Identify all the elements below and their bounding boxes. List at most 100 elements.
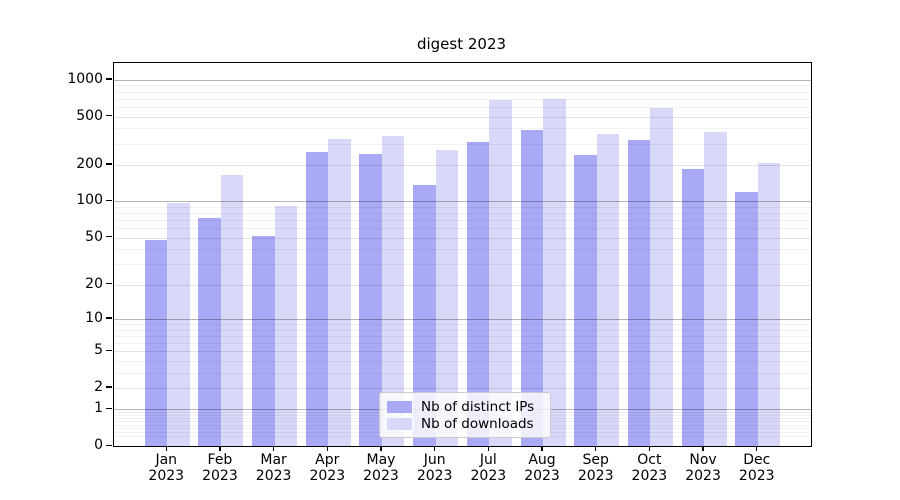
y-gridline — [114, 143, 811, 145]
bar-downloads-mar — [274, 205, 298, 446]
y-tick-label: 2 — [94, 378, 103, 395]
y-gridline — [114, 324, 811, 325]
x-tick-mark — [648, 446, 651, 452]
x-tick-mark — [541, 446, 543, 452]
y-tick-mark — [106, 78, 112, 80]
x-tick-label: Apr 2023 — [309, 452, 346, 484]
y-gridline — [114, 128, 811, 130]
y-tick-mark — [106, 236, 112, 238]
y-gridline — [114, 335, 811, 337]
y-tick-mark — [106, 349, 112, 351]
y-tick-mark — [106, 444, 112, 446]
y-tick-label: 500 — [76, 107, 103, 124]
y-gridline — [114, 106, 811, 108]
x-tick-mark — [434, 446, 436, 452]
x-tick-mark — [487, 446, 490, 452]
legend-label-distinct-ips: Nb of distinct IPs — [421, 398, 535, 415]
bar-downloads-may — [381, 136, 405, 446]
y-gridline — [114, 220, 811, 222]
x-tick-mark — [756, 446, 758, 452]
y-gridline — [114, 79, 811, 81]
x-tick-label: Mar 2023 — [255, 452, 292, 484]
y-gridline — [114, 237, 811, 239]
bar-distinct-ips-may — [359, 154, 382, 446]
y-tick-label: 50 — [85, 228, 103, 245]
y-tick-label: 200 — [76, 155, 103, 172]
y-gridline — [114, 284, 811, 286]
x-tick-label: Oct 2023 — [631, 452, 668, 484]
bar-distinct-ips-aug — [520, 130, 544, 446]
x-tick-label: May 2023 — [363, 452, 399, 484]
bar-downloads-dec — [757, 162, 781, 446]
y-gridline — [114, 342, 811, 344]
legend-entry-downloads: Nb of downloads — [387, 415, 542, 432]
bar-downloads-oct — [650, 107, 673, 446]
x-tick-label: Jan 2023 — [148, 452, 185, 484]
bar-distinct-ips-apr — [305, 152, 329, 446]
y-gridline — [114, 249, 811, 251]
x-tick-label: Sep 2023 — [577, 452, 614, 484]
legend-label-downloads: Nb of downloads — [421, 415, 534, 432]
bar-distinct-ips-feb — [198, 217, 221, 446]
y-gridline — [114, 387, 811, 389]
bar-downloads-sep — [596, 133, 620, 446]
y-gridline — [114, 116, 811, 118]
y-tick-mark — [106, 386, 112, 388]
bar-downloads-jun — [435, 150, 459, 446]
y-tick-label: 1000 — [67, 70, 103, 87]
y-gridline — [114, 213, 811, 215]
legend: Nb of distinct IPs Nb of downloads — [379, 392, 551, 438]
bar-distinct-ips-nov — [681, 168, 705, 446]
y-gridline — [114, 164, 811, 166]
legend-entry-distinct-ips: Nb of distinct IPs — [387, 398, 542, 415]
y-tick-mark — [106, 115, 112, 117]
x-tick-mark — [219, 446, 221, 452]
y-tick-label: 0 — [94, 437, 103, 453]
bar-distinct-ips-jan — [144, 239, 168, 446]
bar-downloads-feb — [220, 175, 244, 446]
y-gridline — [114, 351, 811, 352]
y-gridline — [114, 318, 811, 320]
y-gridline — [114, 91, 811, 93]
y-tick-label: 100 — [76, 192, 103, 209]
y-gridline — [114, 228, 811, 230]
x-tick-mark — [326, 446, 328, 452]
y-gridline — [114, 329, 811, 331]
y-gridline — [114, 206, 811, 208]
bar-downloads-jul — [489, 99, 512, 446]
y-tick-label: 20 — [85, 275, 103, 292]
x-tick-label: Jun 2023 — [416, 452, 453, 484]
x-tick-mark — [595, 446, 597, 452]
x-tick-label: Dec 2023 — [738, 452, 775, 484]
x-tick-label: Jul 2023 — [470, 452, 507, 484]
y-gridline — [114, 85, 811, 87]
bar-downloads-jan — [167, 203, 190, 446]
bar-distinct-ips-mar — [252, 235, 275, 446]
bar-distinct-ips-dec — [735, 192, 758, 446]
y-tick-mark — [106, 163, 112, 165]
x-tick-mark — [165, 446, 167, 452]
x-tick-label: Feb 2023 — [202, 452, 238, 484]
legend-swatch-downloads — [387, 417, 412, 430]
bar-downloads-apr — [328, 138, 351, 446]
bar-distinct-ips-jun — [413, 184, 436, 446]
x-tick-mark — [380, 446, 382, 452]
x-tick-mark — [702, 446, 704, 452]
chart-title: digest 2023 — [416, 35, 507, 53]
y-gridline — [114, 264, 811, 265]
bar-downloads-nov — [704, 131, 727, 446]
y-gridline — [114, 98, 811, 100]
x-tick-label: Aug 2023 — [524, 452, 560, 484]
x-tick-mark — [273, 446, 275, 452]
y-gridline — [114, 360, 811, 362]
y-tick-label: 10 — [85, 309, 103, 326]
y-tick-mark — [106, 407, 112, 410]
y-gridline — [114, 201, 811, 203]
y-tick-mark — [106, 317, 112, 319]
y-gridline — [114, 372, 811, 374]
bar-distinct-ips-jul — [466, 141, 490, 446]
bar-distinct-ips-sep — [574, 154, 597, 446]
y-tick-mark — [106, 283, 112, 285]
plot-area — [113, 62, 812, 447]
